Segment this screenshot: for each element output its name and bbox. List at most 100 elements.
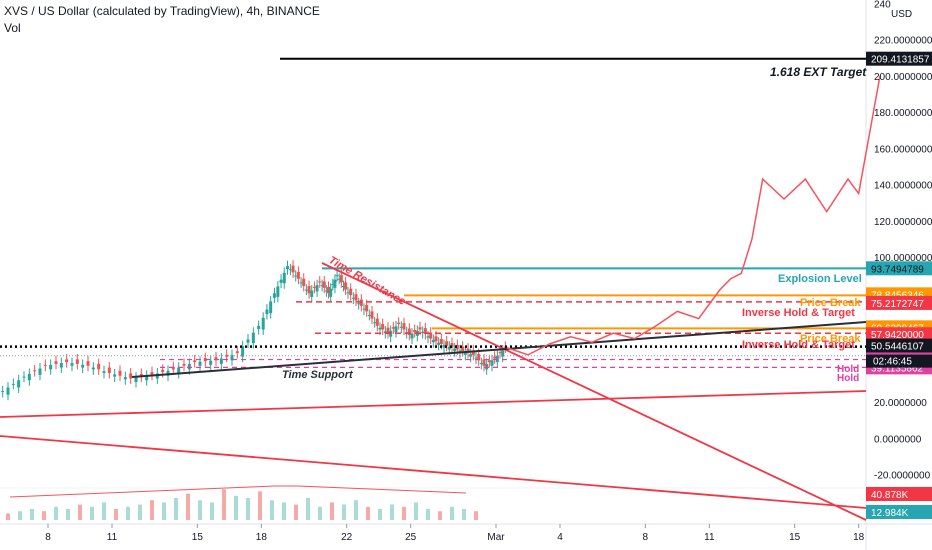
candle-body bbox=[91, 367, 95, 370]
candle-body bbox=[299, 282, 303, 284]
candle-body bbox=[251, 332, 255, 344]
candle-body bbox=[463, 352, 467, 355]
volume-bar bbox=[378, 509, 382, 520]
ext-target-price-badge-bg bbox=[866, 51, 932, 66]
volume-bar bbox=[102, 502, 106, 520]
candle-body bbox=[246, 339, 250, 343]
explosion-level-label: Explosion Level bbox=[778, 273, 862, 285]
candle-body bbox=[81, 364, 85, 368]
chart-title: XVS / US Dollar (calculated by TradingVi… bbox=[4, 4, 320, 18]
time-tick-label: 4 bbox=[557, 532, 563, 543]
price-break-badge-upper: 78.8456346 bbox=[871, 290, 924, 301]
volume-bar bbox=[54, 506, 58, 520]
time-tick-label: 18 bbox=[853, 532, 865, 543]
current-price-badge: 50.5446107 bbox=[871, 342, 924, 353]
hold-label-2: Hold bbox=[837, 373, 859, 384]
candle-body bbox=[450, 343, 454, 348]
candle-body bbox=[139, 373, 143, 377]
volume-bar bbox=[198, 500, 202, 520]
candle-body bbox=[145, 375, 149, 381]
volume-bar bbox=[402, 506, 406, 520]
candle-body bbox=[439, 339, 443, 344]
time-support-line bbox=[131, 321, 867, 378]
time-tick-label: 15 bbox=[192, 532, 204, 543]
candle-body bbox=[383, 331, 387, 334]
volume-bar bbox=[150, 500, 154, 520]
price-tick-label: 180.0000000 bbox=[874, 108, 932, 119]
candle-body bbox=[413, 329, 417, 333]
candle-body bbox=[1, 391, 5, 393]
candle-body bbox=[477, 353, 481, 361]
currency-unit-label: USD bbox=[891, 9, 912, 20]
candle-body bbox=[397, 322, 401, 325]
price-tick-label: 240 bbox=[874, 0, 891, 10]
long-resistance-line bbox=[0, 435, 867, 509]
candle-body bbox=[455, 344, 459, 350]
candle-body bbox=[482, 359, 486, 366]
volume-badge-upper: 40.878K bbox=[871, 490, 909, 501]
time-tick-label: 11 bbox=[704, 532, 715, 543]
candle-body bbox=[171, 367, 175, 370]
time-tick-label: 18 bbox=[256, 532, 268, 543]
candle-body bbox=[474, 357, 478, 359]
candle-body bbox=[431, 339, 435, 343]
price-tick-label: 220.0000000 bbox=[874, 36, 932, 47]
candle-body bbox=[391, 327, 395, 329]
candle-body bbox=[466, 348, 470, 354]
price-tick-label: 140.0000000 bbox=[874, 181, 932, 192]
countdown-label: 02:46:45 bbox=[873, 357, 912, 368]
volume-bar bbox=[174, 498, 178, 520]
candle-body bbox=[282, 272, 286, 284]
volume-bar bbox=[126, 506, 130, 520]
candle-body bbox=[75, 359, 79, 364]
volume-label: Vol bbox=[4, 21, 21, 35]
candle-body bbox=[129, 373, 133, 379]
candle-body bbox=[399, 326, 403, 328]
volume-bar bbox=[18, 511, 22, 520]
candle-body bbox=[485, 363, 489, 370]
candle-body bbox=[434, 336, 438, 342]
price-tick-label: 0.0000000 bbox=[874, 434, 922, 445]
candle-body bbox=[285, 266, 289, 270]
ext-target-price-badge: 209.4131857 bbox=[871, 55, 930, 66]
candle-body bbox=[150, 372, 154, 375]
candle-body bbox=[354, 294, 358, 301]
candle-body bbox=[102, 371, 106, 373]
candle-body bbox=[418, 327, 422, 330]
candle-body bbox=[429, 332, 433, 339]
candle-body bbox=[230, 354, 234, 361]
candle-body bbox=[166, 370, 170, 376]
candle-body bbox=[479, 363, 483, 365]
candle-body bbox=[269, 301, 273, 314]
candle-body bbox=[123, 377, 127, 380]
explosion-price-badge: 93.7494789 bbox=[871, 264, 924, 275]
volume-bar bbox=[282, 502, 286, 520]
candle-body bbox=[341, 286, 345, 287]
volume-ma-line bbox=[9, 485, 467, 498]
candle-body bbox=[337, 278, 341, 280]
candle-body bbox=[359, 299, 363, 306]
volume-bar bbox=[414, 502, 418, 520]
volume-badge-lower: 12.984K bbox=[871, 508, 909, 519]
volume-bars bbox=[6, 485, 478, 520]
candle-body bbox=[329, 288, 333, 297]
candle-body bbox=[394, 326, 398, 333]
horizontal-levels bbox=[0, 57, 866, 368]
candle-body bbox=[291, 265, 295, 273]
candle-body bbox=[365, 305, 369, 312]
candle-body bbox=[370, 311, 374, 319]
candle-body bbox=[27, 373, 31, 381]
inverse-hold-badge-upper: 75.2172747 bbox=[871, 299, 924, 310]
price-break-label-1: Price Break bbox=[800, 297, 861, 309]
volume-bar bbox=[78, 504, 82, 520]
candle-body bbox=[320, 285, 324, 287]
candle-body bbox=[351, 297, 355, 299]
current-price-badge-bg bbox=[866, 338, 932, 353]
candle-body bbox=[276, 286, 280, 297]
volume-bar bbox=[474, 511, 478, 520]
projection-path bbox=[506, 75, 881, 356]
candle-body bbox=[373, 322, 377, 324]
candle-body bbox=[272, 293, 276, 298]
time-tick-label: 15 bbox=[789, 532, 801, 543]
